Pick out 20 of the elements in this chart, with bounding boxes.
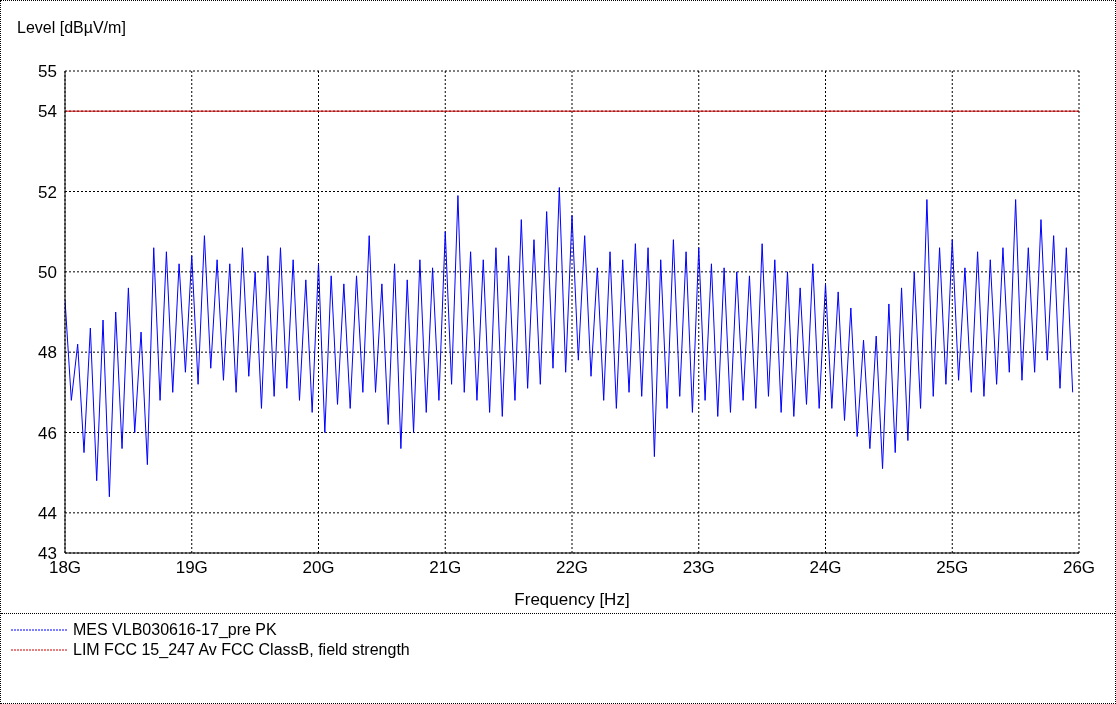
y-tick-label: 55 bbox=[38, 62, 57, 82]
x-tick-label: 26G bbox=[1062, 558, 1096, 578]
y-tick-label: 52 bbox=[38, 182, 57, 202]
x-tick-label: 25G bbox=[936, 558, 969, 578]
x-tick-label: 24G bbox=[809, 558, 842, 578]
legend-label: LIM FCC 15_247 Av FCC ClassB, field strength bbox=[73, 641, 410, 659]
x-tick-label: 21G bbox=[429, 558, 462, 578]
y-tick-label: 44 bbox=[38, 503, 57, 523]
x-tick-label: 22G bbox=[555, 558, 589, 578]
x-tick-label: 23G bbox=[682, 558, 715, 578]
line-series bbox=[65, 186, 1074, 498]
y-tick-label: 48 bbox=[38, 343, 57, 363]
y-tick-label: 46 bbox=[38, 423, 57, 443]
x-axis-title: Frequency [Hz] bbox=[514, 590, 630, 609]
y-axis-title: Level [dBµV/m] bbox=[17, 19, 126, 37]
y-tick-label: 54 bbox=[38, 102, 57, 122]
y-tick-label: 50 bbox=[38, 262, 57, 282]
x-tick-label: 20G bbox=[302, 558, 335, 578]
legend-label: MES VLB030616-17_pre PK bbox=[73, 621, 277, 639]
x-tick-label: 19G bbox=[175, 558, 208, 578]
